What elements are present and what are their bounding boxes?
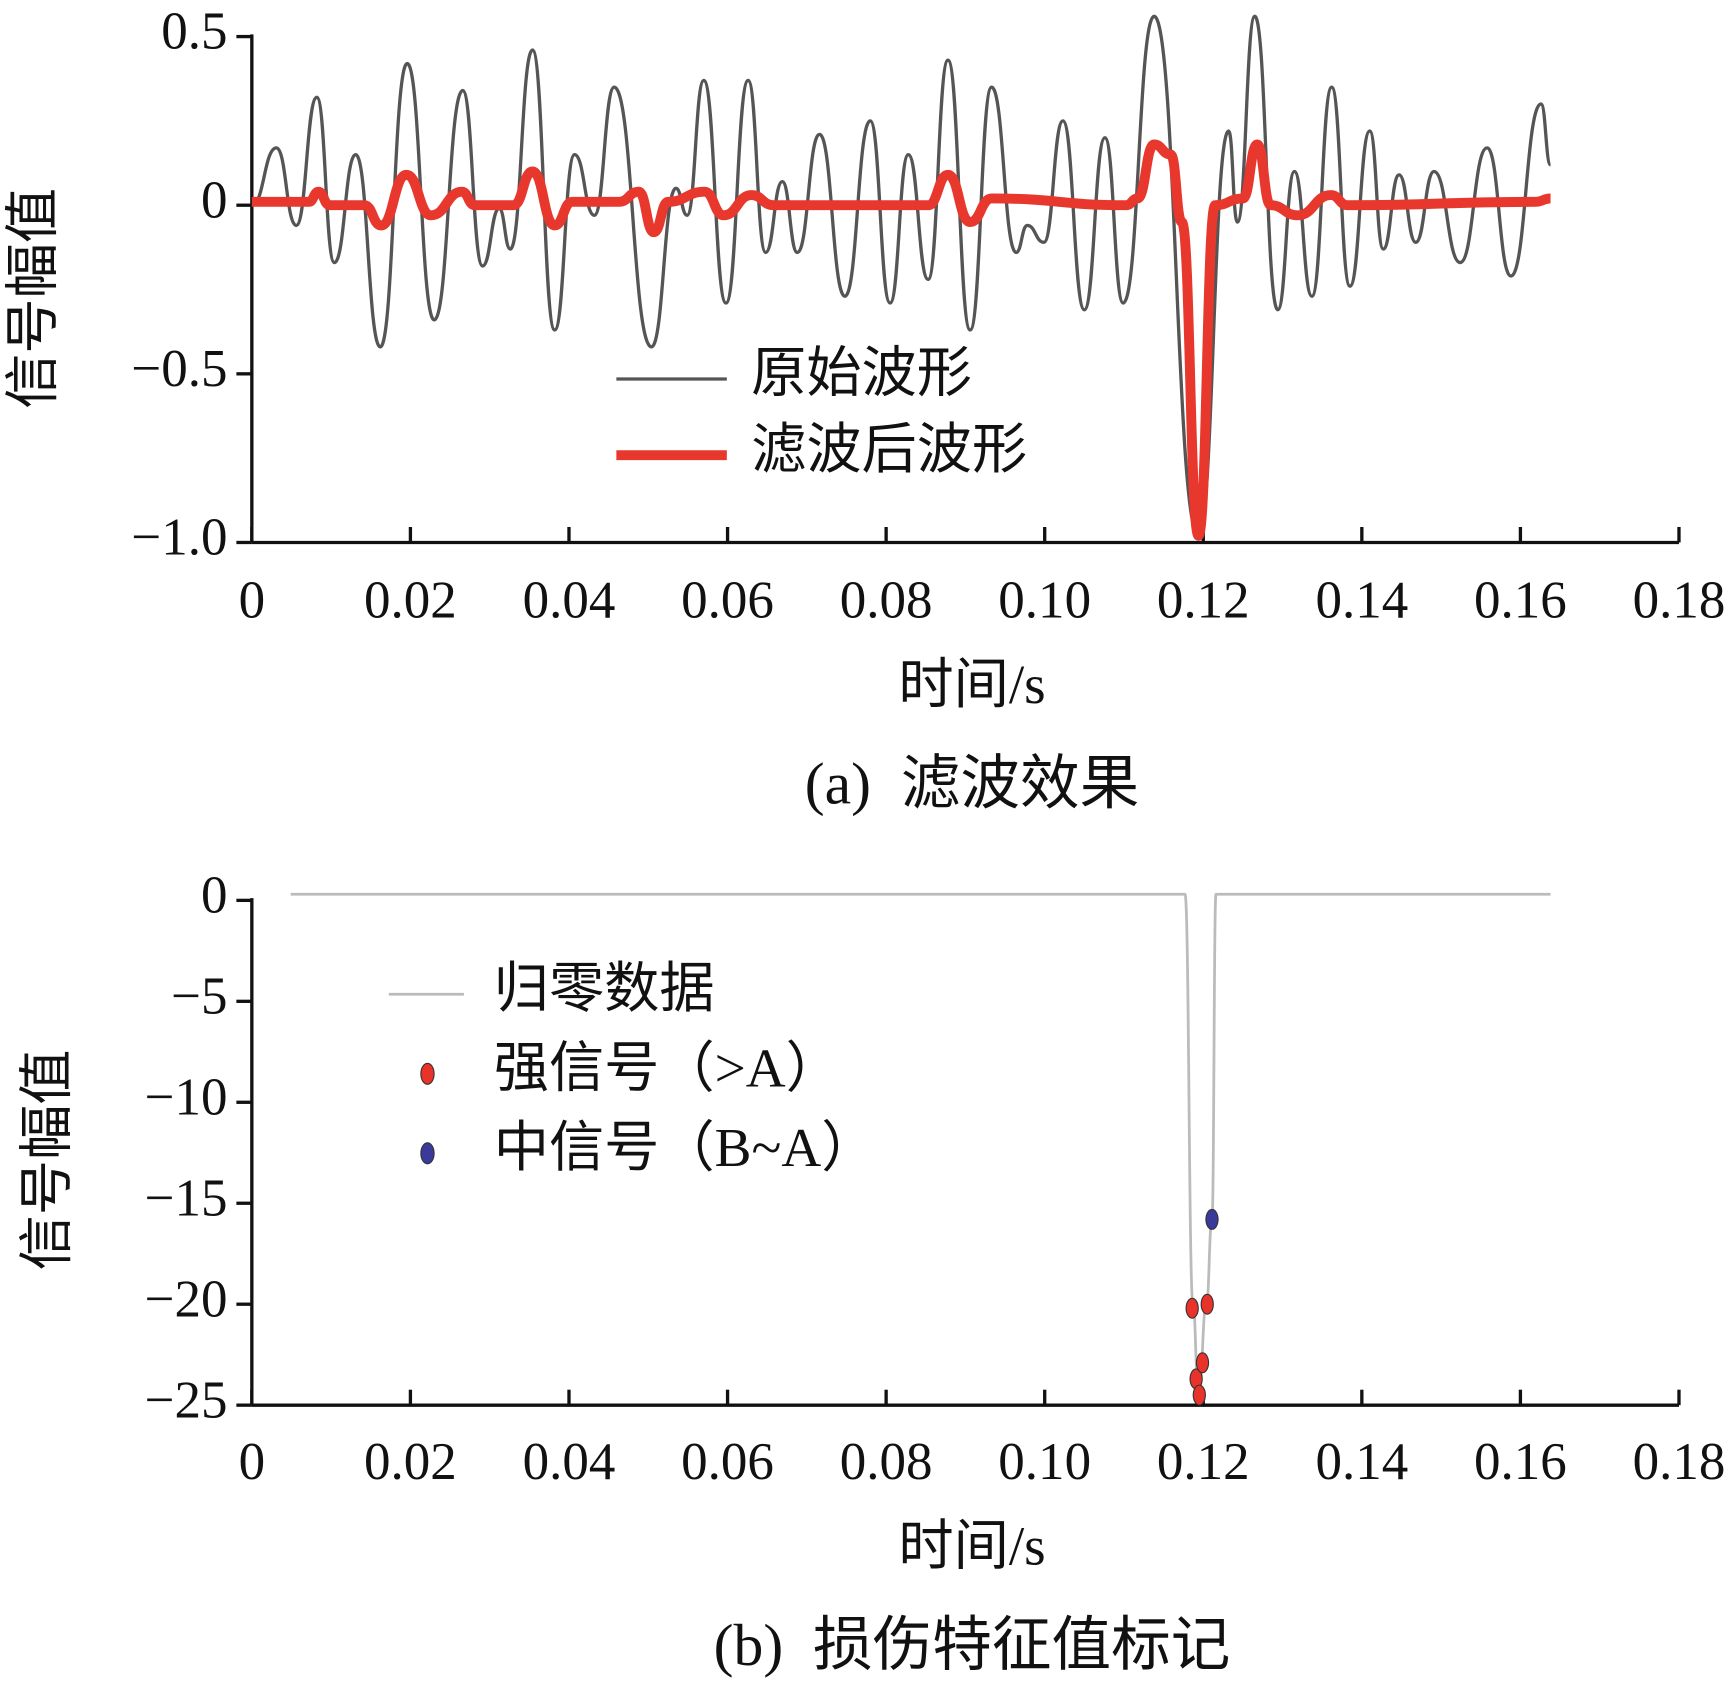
x-tick-label: 0.10 bbox=[998, 572, 1091, 630]
subplot-title: (b) 损伤特征值标记 bbox=[714, 1612, 1231, 1678]
legend-label: 滤波后波形 bbox=[751, 419, 1027, 480]
x-tick-label: 0.10 bbox=[998, 1433, 1091, 1491]
x-tick-label: 0.08 bbox=[840, 1433, 933, 1491]
x-tick-label: 0.06 bbox=[681, 1433, 774, 1491]
series-line bbox=[290, 892, 1551, 1397]
x-tick-label: 0.18 bbox=[1633, 572, 1726, 630]
point bbox=[1195, 1352, 1210, 1374]
legend-label: 原始波形 bbox=[751, 343, 972, 404]
legend-marker bbox=[420, 1142, 435, 1165]
x-tick-label: 0.14 bbox=[1315, 1433, 1408, 1491]
y-tick-label: 0.5 bbox=[161, 3, 227, 61]
legend-label: 强信号（>A） bbox=[494, 1037, 841, 1098]
y-tick-label: −20 bbox=[145, 1270, 228, 1328]
legend-label: 归零数据 bbox=[494, 958, 715, 1019]
x-tick-label: 0.02 bbox=[364, 572, 457, 630]
y-tick-label: −5 bbox=[171, 967, 227, 1025]
x-tick-label: 0 bbox=[239, 572, 266, 630]
x-tick-label: 0.06 bbox=[681, 572, 774, 630]
x-axis-label: 时间/s bbox=[898, 1516, 1045, 1577]
point bbox=[1205, 1208, 1219, 1230]
y-tick-label: −25 bbox=[145, 1371, 228, 1429]
x-axis-label: 时间/s bbox=[898, 654, 1045, 715]
subplot-title: (a) 滤波效果 bbox=[805, 751, 1140, 817]
x-tick-label: 0 bbox=[239, 1433, 266, 1491]
y-tick-label: −0.5 bbox=[131, 340, 227, 398]
legend-label: 中信号（B~A） bbox=[494, 1117, 877, 1178]
x-tick-label: 0.02 bbox=[364, 1433, 457, 1491]
y-tick-label: −10 bbox=[145, 1068, 228, 1126]
x-tick-label: 0.18 bbox=[1633, 1433, 1726, 1491]
x-tick-label: 0.08 bbox=[840, 572, 933, 630]
x-tick-label: 0.04 bbox=[523, 572, 616, 630]
y-axis-label: 信号幅值 bbox=[2, 188, 63, 409]
point bbox=[1192, 1384, 1206, 1406]
x-tick-label: 0.04 bbox=[523, 1433, 616, 1491]
series-line bbox=[251, 139, 1551, 541]
point bbox=[1185, 1297, 1199, 1319]
y-tick-label: −15 bbox=[145, 1169, 228, 1227]
x-tick-label: 0.12 bbox=[1157, 572, 1250, 630]
x-tick-label: 0.14 bbox=[1315, 572, 1408, 630]
y-axis-label: 信号幅值 bbox=[17, 1050, 78, 1271]
x-tick-label: 0.12 bbox=[1157, 1433, 1250, 1491]
y-tick-label: −1.0 bbox=[131, 509, 227, 567]
y-tick-label: 0 bbox=[201, 171, 228, 229]
x-tick-label: 0.16 bbox=[1474, 572, 1567, 630]
legend-marker bbox=[420, 1062, 435, 1085]
x-tick-label: 0.16 bbox=[1474, 1433, 1567, 1491]
y-tick-label: 0 bbox=[201, 867, 228, 925]
point bbox=[1200, 1293, 1214, 1315]
